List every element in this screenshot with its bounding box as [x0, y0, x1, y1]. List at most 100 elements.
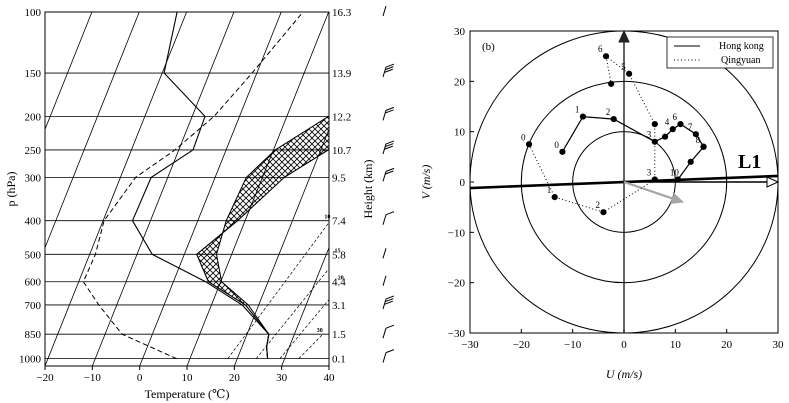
mixing-ratio-label: 15: [335, 248, 341, 254]
skewt-isotherms: [45, 12, 518, 366]
point-label: 2: [606, 107, 611, 117]
isotherm-line: [45, 12, 140, 249]
hodo-y-tick-label: 20: [454, 76, 466, 88]
hodo-y-tick-label: −10: [448, 227, 466, 239]
data-point: [608, 80, 615, 87]
point-label: 4: [665, 117, 670, 127]
height-tick-label: 16.3: [332, 7, 352, 19]
mixing-ratio-label: 20: [338, 276, 344, 282]
height-tick-label: 5.8: [332, 249, 346, 261]
point-label: 0: [554, 140, 559, 150]
mixing-ratio-line: [298, 333, 324, 359]
point-label: 10: [670, 167, 680, 177]
height-tick-label: 1.5: [332, 329, 346, 341]
height-tick-label: 3.1: [332, 300, 346, 312]
data-point: [700, 143, 707, 150]
height-tick-label: 4.4: [332, 277, 346, 289]
data-point: [551, 194, 558, 201]
point-label: 1: [547, 185, 552, 195]
point-label: 6: [598, 44, 603, 54]
hodograph-arrows: [618, 29, 780, 333]
skewt-panel: −20 −10 0 10 20 30 40 100150200250300400500600…: [4, 5, 518, 401]
hodograph-x-label: U (m/s): [606, 367, 642, 381]
mixing-ratio-line: [255, 268, 329, 359]
wind-barb: [382, 211, 395, 225]
x-tick-label: 0: [137, 372, 143, 384]
hodo-y-tick-label: 10: [454, 127, 466, 139]
wind-barb: [382, 106, 395, 121]
data-point: [669, 126, 676, 133]
point-label: 3: [647, 167, 652, 177]
east-arrow: [624, 176, 780, 188]
hodo-y-tick-label: 0: [460, 177, 466, 189]
height-tick-label: 13.9: [332, 68, 352, 80]
skewt-isobars: [45, 12, 329, 360]
skewt-mixing-labels: 10 15 20 30: [317, 215, 344, 334]
point-label: 5: [621, 62, 626, 72]
hodo-x-tick-label: 10: [670, 339, 682, 351]
skewt-y2-label: Height (km): [361, 160, 375, 219]
isotherm-line: [328, 364, 329, 366]
legend-box: [666, 36, 774, 69]
hodo-x-tick-label: 0: [621, 339, 627, 351]
legend-label-hong-kong: Hong kong: [719, 41, 764, 52]
pressure-tick-label: 200: [25, 111, 42, 123]
point-label: 8: [696, 135, 701, 145]
pressure-tick-label: 1000: [19, 354, 42, 366]
wind-barb: [382, 5, 387, 17]
wind-barb: [382, 324, 395, 339]
point-label: 2: [595, 200, 600, 210]
pressure-tick-label: 100: [25, 7, 42, 19]
data-point: [626, 70, 633, 77]
wind-barb: [382, 63, 395, 78]
point-label: 0: [521, 132, 526, 142]
hodograph-annotation-l1: L1: [738, 151, 761, 173]
hodo-x-tick-label: −10: [564, 339, 582, 351]
mixing-ratio-label: 30: [317, 328, 323, 334]
data-point: [651, 176, 658, 183]
skewt-x-ticks: −20 −10 0 10 20 30 40: [36, 366, 335, 384]
isotherm-line: [376, 12, 518, 366]
pressure-tick-label: 400: [25, 216, 42, 228]
isotherm-line: [281, 246, 329, 366]
data-point: [651, 138, 658, 145]
data-point: [692, 131, 699, 138]
height-tick-label: 10.7: [332, 145, 352, 157]
wind-barb: [382, 295, 395, 310]
point-label: 3: [647, 130, 652, 140]
pressure-tick-label: 250: [25, 145, 42, 157]
data-point: [525, 141, 533, 148]
data-point: [674, 176, 682, 183]
pressure-tick-label: 850: [25, 329, 42, 341]
height-tick-label: 12.2: [332, 111, 351, 123]
hodograph-legend: Hong kong Qingyuan: [666, 36, 774, 69]
pressure-tick-label: 300: [25, 172, 42, 184]
shear-arrow: [623, 180, 685, 204]
series-hong-kong: 0 1 2 3 46 78 10: [554, 105, 707, 183]
cape-shaded-area: [196, 116, 329, 306]
wind-barb: [382, 167, 395, 182]
skewt-x-label: Temperature (℃): [145, 387, 230, 401]
point-label: 6: [672, 112, 677, 122]
isotherm-line: [139, 12, 282, 366]
mixing-ratio-label: 10: [324, 215, 330, 221]
hodo-x-tick-label: −30: [461, 339, 479, 351]
hodo-x-tick-label: −20: [513, 339, 531, 351]
data-point: [651, 121, 658, 128]
parcel-curve: [215, 115, 329, 359]
wind-barb: [382, 275, 387, 286]
x-tick-label: 10: [182, 372, 194, 384]
series-line: [528, 55, 656, 213]
x-tick-label: −20: [36, 372, 54, 384]
data-point: [602, 53, 610, 60]
data-point: [677, 121, 684, 128]
height-tick-label: 7.4: [332, 216, 346, 228]
legend-label-qingyuan: Qingyuan: [721, 55, 760, 66]
x-tick-label: 40: [324, 372, 336, 384]
skewt-height-ticks: 16.3 13.9 12.2 10.7 9.5 7.4 5.8 4.4 3.1 1.5 0.1: [332, 7, 352, 366]
point-label: 1: [575, 105, 580, 115]
mixing-ratio-line: [279, 298, 329, 359]
skewt-mixing-lines: [227, 221, 329, 359]
